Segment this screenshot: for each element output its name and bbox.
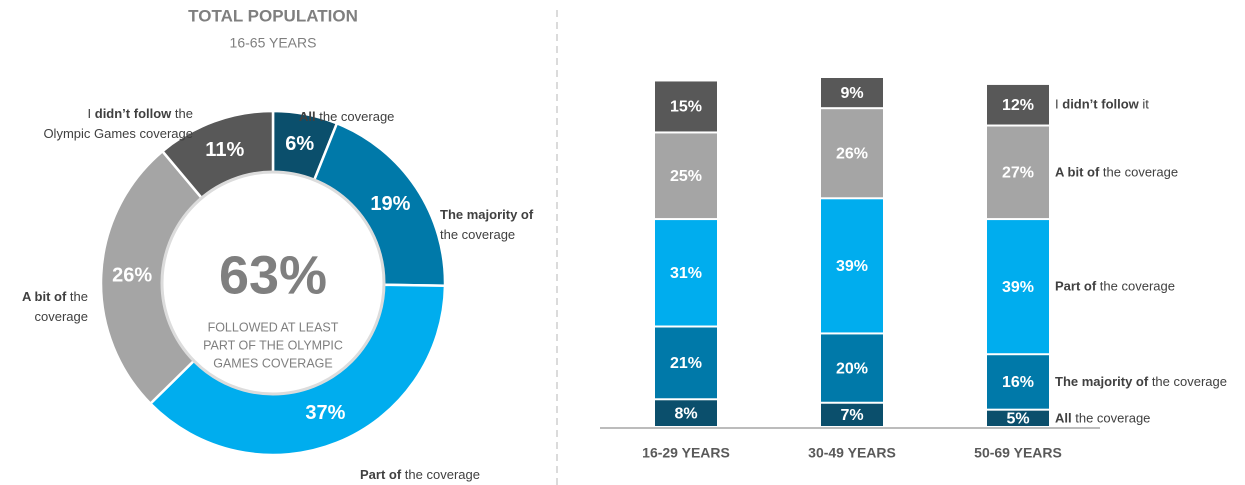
bar-segment xyxy=(655,220,717,326)
label-part: coverage xyxy=(35,309,88,324)
label: I didn’t follow the xyxy=(88,106,194,121)
bar-segment xyxy=(987,220,1049,354)
center-circle xyxy=(160,170,386,396)
bar-segment xyxy=(821,109,883,198)
label: The majority of xyxy=(440,207,534,222)
label: The majority of the coverage xyxy=(1055,374,1227,389)
label: Part of the coverage xyxy=(1055,279,1175,294)
label-part: the coverage xyxy=(1075,411,1150,426)
x-tick-label: 16-29 YEARS xyxy=(642,445,730,461)
value-label: 7% xyxy=(840,407,863,424)
label-part: I xyxy=(88,106,92,121)
value-label: 8% xyxy=(674,405,697,422)
label-part: Part of xyxy=(360,467,402,482)
value-label: 37% xyxy=(305,402,345,424)
label: A bit of the xyxy=(22,289,88,304)
label-part: the coverage xyxy=(1103,165,1178,180)
label-part: The majority of xyxy=(1055,374,1149,389)
value-label: 25% xyxy=(670,168,702,185)
chart-title: TOTAL POPULATION xyxy=(188,6,358,25)
value-label: 12% xyxy=(1002,97,1034,114)
value-label: 19% xyxy=(370,193,410,215)
value-label: 15% xyxy=(670,99,702,116)
label-part: The majority of xyxy=(440,207,534,222)
label-part: the xyxy=(70,289,88,304)
label-part: the coverage xyxy=(1152,374,1227,389)
value-label: 27% xyxy=(1002,165,1034,182)
label: the coverage xyxy=(440,227,515,242)
value-label: 5% xyxy=(1006,411,1029,428)
label: All the coverage xyxy=(299,109,394,124)
label-part: the xyxy=(175,106,193,121)
label: coverage xyxy=(35,309,88,324)
center-text: FOLLOWED AT LEAST xyxy=(208,320,339,334)
value-label: 26% xyxy=(836,145,868,162)
label-part: didn’t follow xyxy=(95,106,172,121)
value-label: 39% xyxy=(1002,279,1034,296)
label-part: A bit of xyxy=(22,289,67,304)
bar-segment xyxy=(821,199,883,333)
label: I didn’t follow it xyxy=(1055,97,1149,112)
bar-segment xyxy=(987,126,1049,219)
center-text: GAMES COVERAGE xyxy=(213,356,332,370)
label-part: Olympic Games coverage xyxy=(43,126,193,141)
label-part: I xyxy=(1055,97,1059,112)
bar-segment xyxy=(987,355,1049,409)
label-part: the coverage xyxy=(405,467,480,482)
value-label: 9% xyxy=(840,85,863,102)
value-label: 31% xyxy=(670,265,702,282)
label-part: All xyxy=(299,109,316,124)
label: Part of the coverage xyxy=(360,467,480,482)
bar-segment xyxy=(987,84,1049,125)
label: A bit of the coverage xyxy=(1055,165,1178,180)
label-part: A bit of xyxy=(1055,165,1100,180)
label-part: the coverage xyxy=(319,109,394,124)
bar-segment xyxy=(655,400,717,426)
label-part: All xyxy=(1055,411,1072,426)
bar-segment xyxy=(655,81,717,132)
chart-subtitle: 16-65 YEARS xyxy=(230,35,317,51)
value-label: 6% xyxy=(285,133,314,155)
value-label: 20% xyxy=(836,360,868,377)
label-part: the coverage xyxy=(440,227,515,242)
bar-segment xyxy=(655,327,717,399)
value-label: 11% xyxy=(205,139,244,161)
label-part: Part of xyxy=(1055,279,1097,294)
value-label: 26% xyxy=(112,265,152,287)
x-tick-label: 30-49 YEARS xyxy=(808,445,896,461)
bar-segment xyxy=(987,410,1049,426)
value-label: 16% xyxy=(1002,374,1034,391)
bar-segment xyxy=(655,133,717,219)
label: Olympic Games coverage xyxy=(43,126,193,141)
value-label: 21% xyxy=(670,355,702,372)
value-label: 39% xyxy=(836,258,868,275)
center-value: 63% xyxy=(219,245,327,305)
center-text: PART OF THE OLYMPIC xyxy=(203,338,343,352)
label: All the coverage xyxy=(1055,411,1150,426)
bar-segment xyxy=(821,334,883,402)
bar-segment xyxy=(821,78,883,108)
bar-segment xyxy=(821,403,883,426)
label-part: didn’t follow xyxy=(1062,97,1139,112)
x-tick-label: 50-69 YEARS xyxy=(974,445,1062,461)
label-part: it xyxy=(1142,97,1149,112)
label-part: the coverage xyxy=(1100,279,1175,294)
